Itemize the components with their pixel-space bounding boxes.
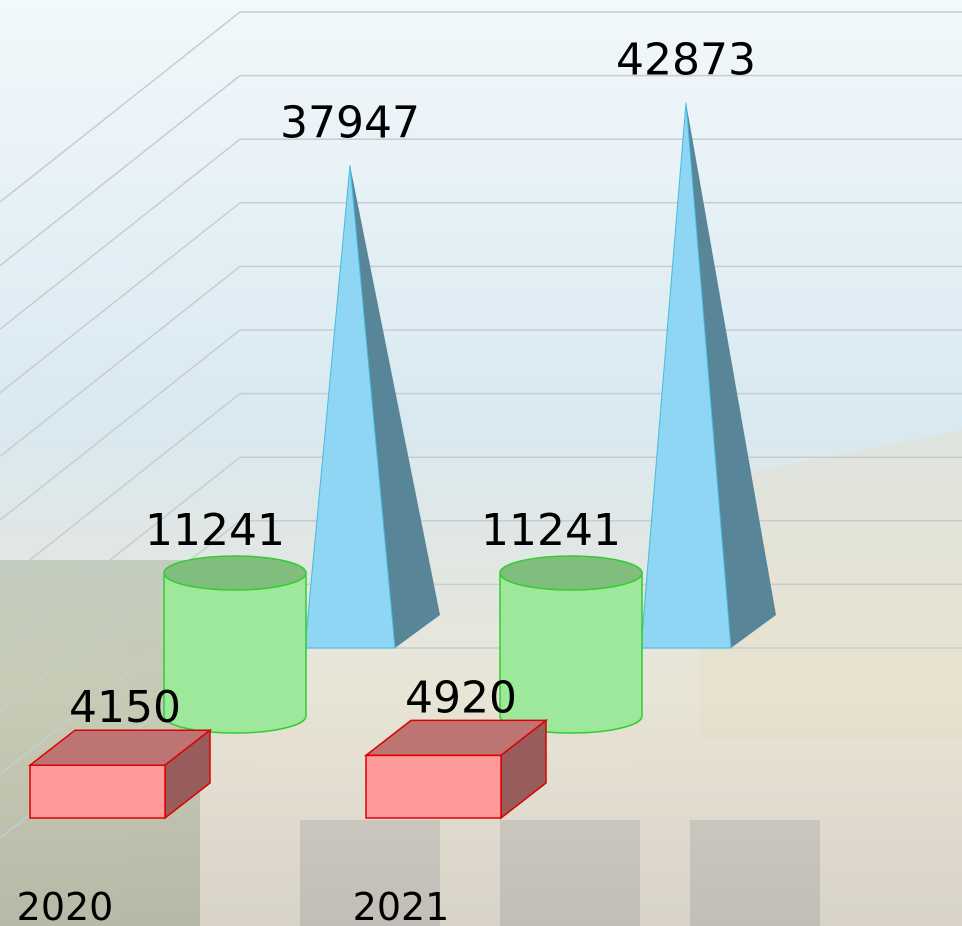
- box-front: [30, 765, 165, 818]
- box-front: [366, 755, 501, 818]
- cylinder-top: [500, 556, 642, 590]
- value-label: 42873: [616, 35, 756, 86]
- cylinder-top: [164, 556, 306, 590]
- value-label: 11241: [145, 505, 285, 556]
- cylinder: [500, 556, 642, 733]
- value-label: 11241: [481, 505, 621, 556]
- chart: 37947 11241 4150 42873 11241 4920 2020 2021: [0, 0, 962, 926]
- cylinder-body: [164, 573, 306, 733]
- box: [30, 730, 210, 818]
- value-label: 4150: [69, 682, 181, 733]
- value-label: 37947: [280, 97, 420, 148]
- x-tick-label: 2020: [17, 885, 114, 926]
- cylinder: [164, 556, 306, 733]
- x-tick-label: 2021: [353, 885, 450, 926]
- cylinder-body: [500, 573, 642, 733]
- box: [366, 720, 546, 818]
- value-label: 4920: [405, 672, 517, 723]
